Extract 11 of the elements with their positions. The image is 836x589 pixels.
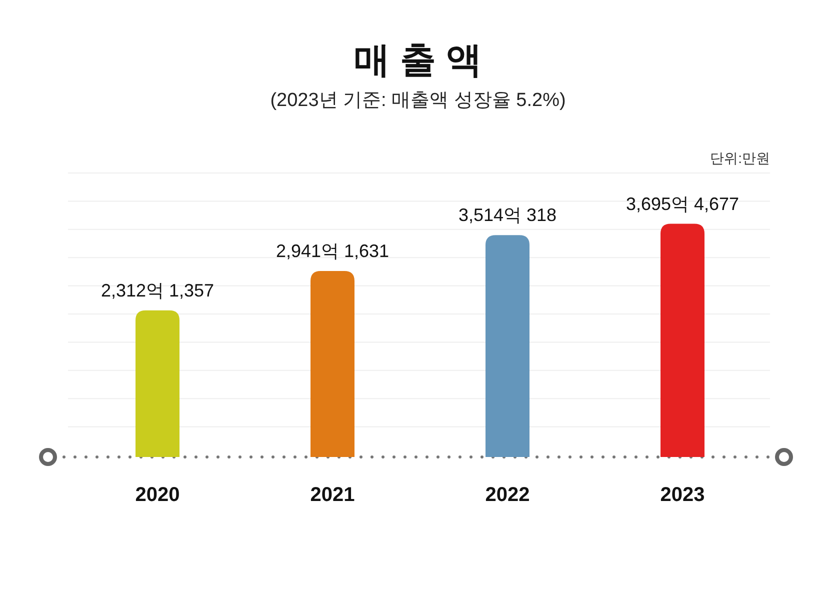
data-label: 2,941억 1,631 — [276, 240, 390, 261]
chart-title: 매 출 액 — [354, 39, 482, 80]
x-tick-label: 2023 — [660, 484, 705, 506]
text: 단위:만원 — [710, 150, 770, 166]
data-label: 3,695억 4,677 — [626, 194, 740, 214]
x-tick-label: 2020 — [135, 484, 180, 506]
data-label: 2,312억 1,357 — [100, 280, 214, 300]
x-tick-label: 2022 — [485, 484, 530, 506]
chart-subtitle: (2023년 기준: 매출액 성장율 5.2%) — [270, 90, 566, 111]
data-label: 3,514억 318 — [458, 205, 557, 226]
x-tick-label: 2021 — [310, 484, 355, 506]
